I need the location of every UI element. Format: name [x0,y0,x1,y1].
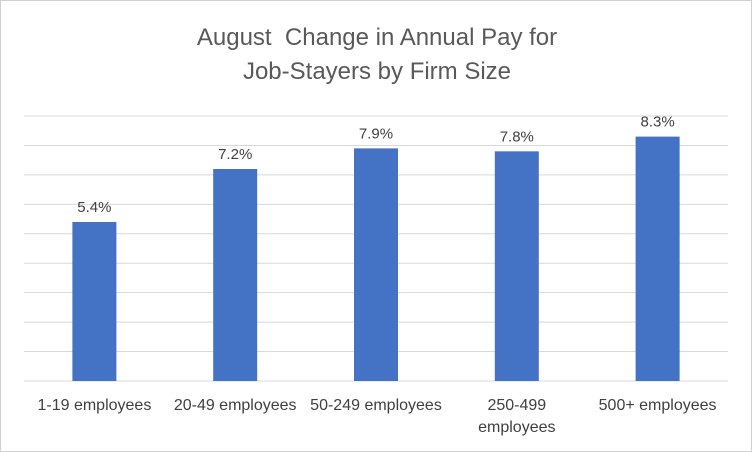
x-tick-label: 50-249 employees [310,397,442,414]
data-label: 5.4% [77,199,111,216]
data-label: 7.9% [359,125,393,142]
data-label: 7.8% [500,128,534,145]
bar [354,148,398,381]
x-tick-label: 20-49 employees [173,397,297,414]
bar [213,169,258,381]
data-label: 8.3% [640,114,674,131]
data-label: 7.2% [218,146,252,163]
x-tick-label: 250-499 employees [478,397,556,436]
bar [635,136,680,381]
x-tick-label: 1-19 employees [37,397,152,414]
bar [72,222,117,381]
chart-title: August Change in Annual Pay for Job-Stay… [196,24,564,85]
bar [494,151,539,381]
x-tick-label: 500+ employees [598,397,717,414]
